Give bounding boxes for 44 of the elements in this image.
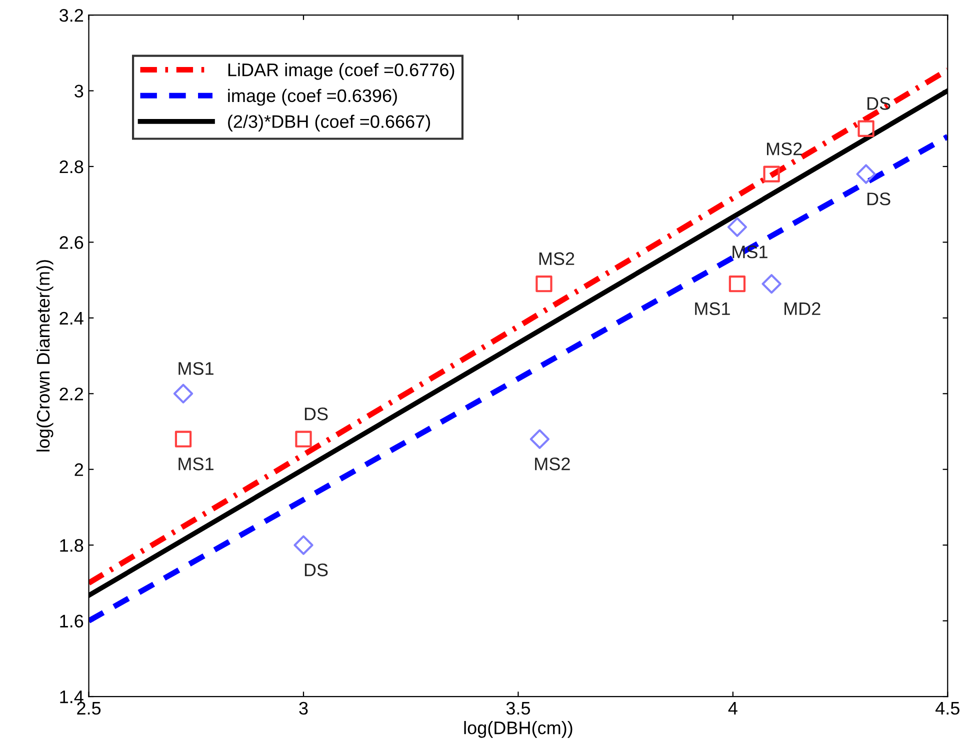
x-tick-label: 3 [299, 702, 308, 715]
annotation: DS [304, 564, 328, 576]
point [295, 430, 312, 448]
annotation: DS [304, 408, 328, 420]
annotation: MS2 [766, 142, 802, 156]
annotation: MS1 [695, 302, 730, 316]
point [858, 120, 874, 137]
x-tick-label: 4 [728, 702, 738, 714]
annotation: MS2 [535, 458, 570, 470]
y-tick-label: 2.8 [60, 160, 84, 174]
annotation: MS2 [539, 252, 574, 266]
y-axis-title: log(Crown Diameter(m)) [36, 260, 54, 452]
point [536, 276, 552, 292]
annotation: DS [867, 97, 890, 110]
y-tick-label: 3.2 [60, 8, 84, 22]
annotation: MS1 [732, 246, 768, 258]
y-tick-label: 1.4 [60, 690, 84, 704]
annotation: MS1 [178, 362, 214, 375]
x-axis-title: log(DBH(cm)) [464, 720, 572, 738]
annotation: DS [867, 192, 890, 206]
point [174, 430, 192, 448]
x-tick-label: 2.5 [77, 702, 101, 715]
legend-label: (2/3)*DBH (coef =0.6667) [228, 114, 430, 132]
annotation: MD2 [784, 302, 820, 315]
point [173, 384, 194, 404]
point [530, 429, 550, 449]
y-tick-label: 3 [74, 84, 84, 98]
y-tick-label: 2.2 [60, 388, 84, 400]
point [856, 164, 876, 184]
y-tick-label: 1.8 [60, 539, 84, 552]
point [763, 166, 780, 182]
point [294, 535, 314, 555]
y-tick-label: 2.6 [60, 236, 84, 249]
x-tick-label: 4.5 [935, 702, 960, 715]
x-tick-label: 3.5 [506, 702, 530, 715]
legend-label: LiDAR image (coef =0.6776) [228, 62, 454, 80]
y-tick-label: 2 [74, 463, 84, 476]
annotation: MS1 [178, 458, 214, 470]
point [762, 274, 782, 294]
point [727, 217, 748, 237]
y-tick-label: 2.4 [60, 312, 84, 324]
legend-label: image (coef =0.6396) [228, 88, 397, 106]
point [728, 276, 746, 292]
y-tick-label: 1.6 [60, 614, 84, 628]
